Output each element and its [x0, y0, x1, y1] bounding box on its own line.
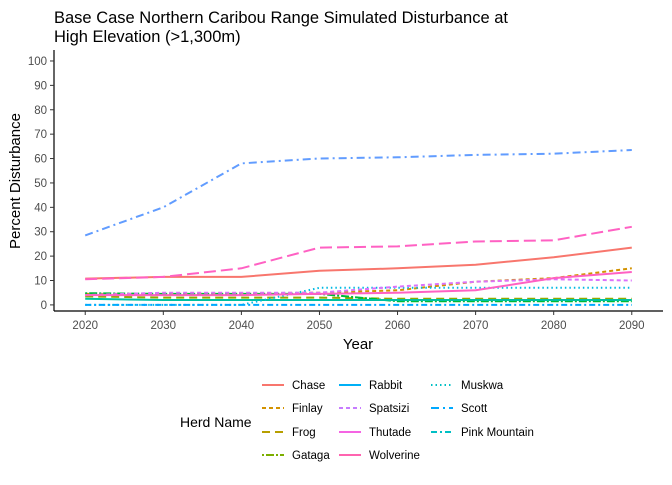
legend-title: Herd Name — [180, 414, 252, 430]
y-tick-label: 90 — [34, 80, 47, 92]
legend-item-thutade: Thutade — [339, 427, 411, 439]
y-tick-label: 40 — [34, 202, 47, 214]
x-tick-label: 2020 — [72, 320, 98, 332]
x-tick-label: 2070 — [463, 320, 489, 332]
y-tick-label: 70 — [34, 129, 47, 141]
y-axis-title: Percent Disturbance — [7, 113, 24, 249]
legend-item-muskwa: Muskwa — [431, 380, 504, 392]
y-tick-label: 0 — [41, 300, 47, 312]
series-line-rabbit — [85, 297, 632, 301]
legend-label: Muskwa — [461, 380, 504, 392]
legend-item-frog: Frog — [262, 427, 316, 439]
series-line-scott — [85, 225, 632, 281]
y-tick-label: 30 — [34, 227, 47, 239]
legend-label: Finlay — [292, 403, 323, 415]
y-tick-label: 80 — [34, 105, 47, 117]
legend-label: Chase — [292, 380, 325, 392]
x-tick-label: 2030 — [151, 320, 177, 332]
x-tick-label: 2080 — [541, 320, 567, 332]
x-axis-title: Year — [343, 336, 373, 353]
legend-label: Spatsizi — [369, 403, 409, 415]
legend-item-spatsizi: Spatsizi — [339, 403, 409, 415]
legend-label: Thutade — [369, 427, 411, 439]
y-tick-label: 100 — [28, 56, 47, 68]
series-line-chase — [85, 246, 632, 280]
x-tick-label: 2040 — [229, 320, 255, 332]
chart-title-line-2: High Elevation (>1,300m) — [54, 28, 241, 46]
legend-item-wolverine: Wolverine — [339, 450, 420, 462]
legend-item-scott: Scott — [431, 403, 488, 415]
legend-label: Wolverine — [369, 450, 420, 462]
y-tick-label: 60 — [34, 154, 47, 166]
legend: Chase Finlay Frog Gataga Rabbit Spatsizi Thuta… — [262, 380, 534, 462]
x-tick-label: 2060 — [385, 320, 411, 332]
legend-item-gataga: Gataga — [262, 450, 330, 462]
legend-label: Frog — [292, 427, 316, 439]
chart-title-line-1: Base Case Northern Caribou Range Simulat… — [54, 9, 508, 27]
legend-item-chase: Chase — [262, 380, 325, 392]
series-line-spatsizi — [85, 286, 632, 306]
series-line-gataga — [85, 292, 632, 303]
legend-label: Rabbit — [369, 380, 403, 392]
legend-label: Gataga — [292, 450, 330, 462]
x-tick-label: 2090 — [619, 320, 645, 332]
legend-label: Scott — [461, 403, 488, 415]
y-tick-label: 50 — [34, 178, 47, 190]
series-line-muskwa — [85, 271, 632, 297]
series-line-thutade — [84, 149, 632, 237]
legend-label: Pink Mountain — [461, 427, 534, 439]
legend-item-rabbit: Rabbit — [339, 380, 403, 392]
y-tick-label: 20 — [34, 251, 47, 263]
legend-item-pink-mountain: Pink Mountain — [431, 427, 534, 439]
x-tick-label: 2050 — [307, 320, 333, 332]
y-tick-label: 10 — [34, 276, 47, 288]
legend-item-finlay: Finlay — [262, 403, 323, 415]
